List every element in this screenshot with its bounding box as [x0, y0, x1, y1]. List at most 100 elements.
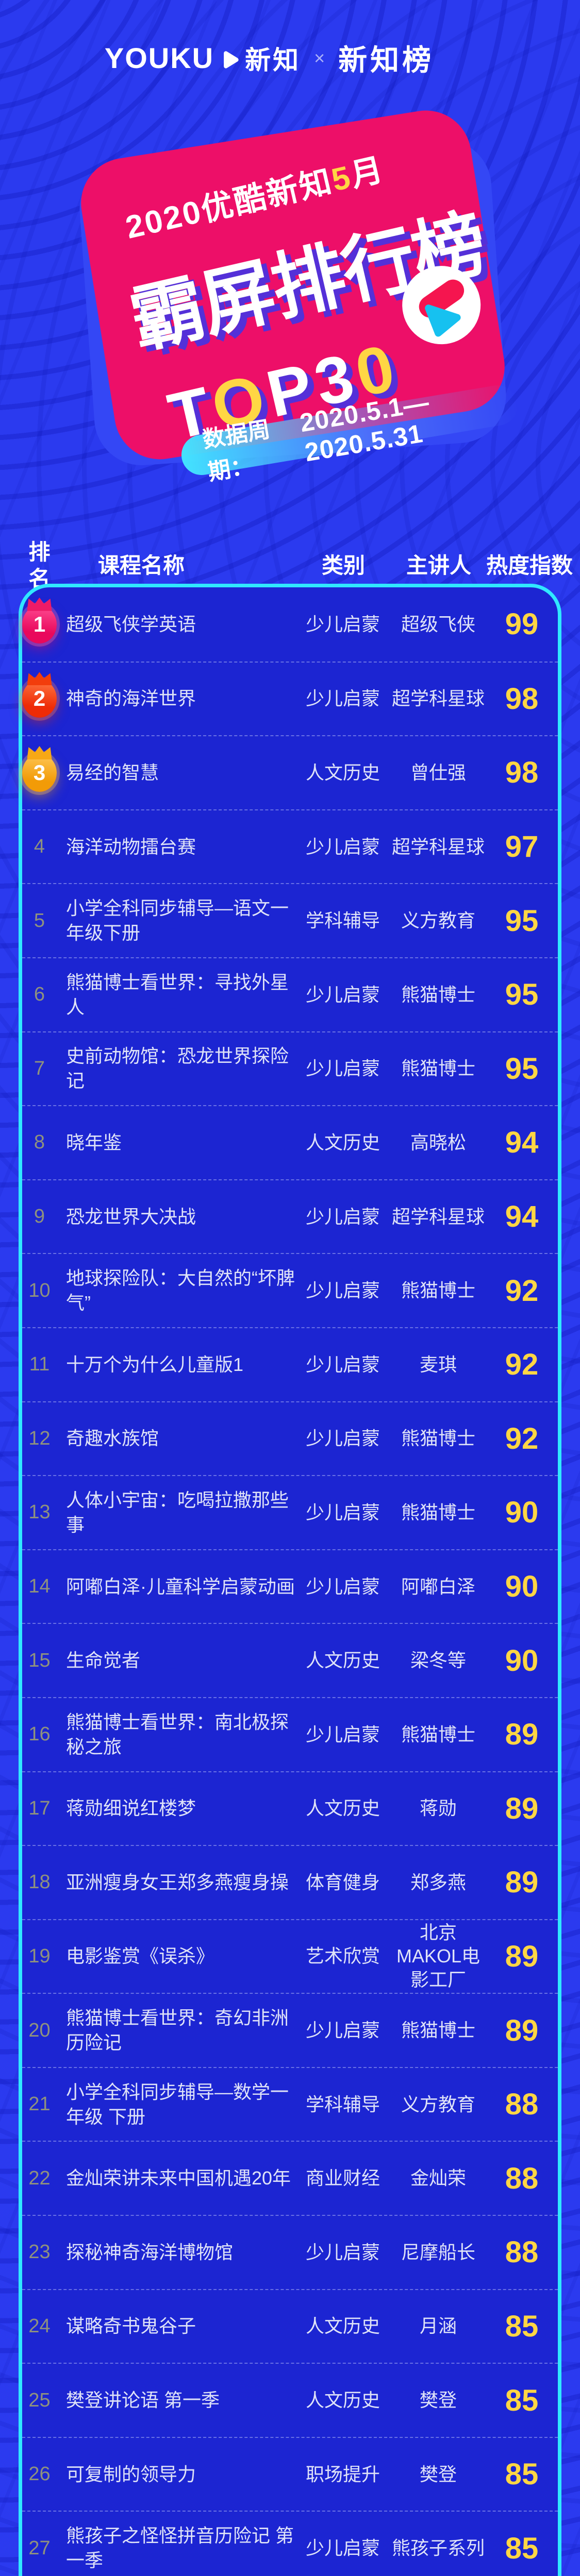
table-row: 20 熊猫博士看世界：奇幻非洲历险记 少儿启蒙 熊猫博士 89	[22, 1993, 558, 2067]
rank-number: 20	[28, 2019, 51, 2041]
course-category: 少儿启蒙	[305, 613, 380, 635]
course-category: 人文历史	[305, 2315, 380, 2337]
course-title: 电影鉴赏《误杀》	[66, 1945, 215, 1967]
table-row: 16 熊猫博士看世界：南北极探秘之旅 少儿启蒙 熊猫博士 89	[22, 1697, 558, 1771]
rank-cell: 15	[22, 1650, 57, 1672]
course-speaker: 月涵	[419, 2315, 457, 2337]
course-category: 少儿启蒙	[305, 688, 380, 709]
brand-bar: YOUKU 新知 × 新知榜	[0, 37, 559, 79]
course-title: 人体小宇宙：吃喝拉撒那些事	[66, 1489, 289, 1535]
rank-number: 21	[28, 2093, 51, 2115]
rank-cell: 12	[22, 1428, 57, 1450]
course-category: 体育健身	[305, 1871, 380, 1893]
course-title: 神奇的海洋世界	[66, 688, 196, 709]
rank-number: 24	[28, 2315, 51, 2337]
table-row: 26 可复制的领导力 职场提升 樊登 85	[22, 2436, 558, 2511]
course-title: 易经的智慧	[66, 761, 159, 783]
course-title: 亚洲瘦身女王郑多燕瘦身操	[66, 1871, 289, 1893]
table-row: 27 熊孩子之怪怪拼音历险记 第一季 少儿启蒙 熊孩子系列 85	[22, 2511, 558, 2576]
table-row: 12 奇趣水族馆 少儿启蒙 熊猫博士 92	[22, 1401, 558, 1476]
course-category: 少儿启蒙	[305, 1575, 380, 1597]
rank-number: 3	[33, 760, 46, 785]
course-title: 十万个为什么儿童版1	[66, 1353, 244, 1375]
rank-cell: 25	[22, 2389, 57, 2412]
rank-number: 5	[34, 909, 45, 931]
table-row: 13 人体小宇宙：吃喝拉撒那些事 少儿启蒙 熊猫博士 90	[22, 1475, 558, 1549]
rank-cell: 11	[22, 1353, 57, 1376]
table-row: 10 地球探险队：大自然的“坏脾气” 少儿启蒙 熊猫博士 92	[22, 1253, 558, 1327]
course-title: 地球探险队：大自然的“坏脾气”	[66, 1267, 295, 1314]
course-title: 可复制的领导力	[66, 2463, 196, 2485]
rank-cell: 19	[22, 1945, 57, 1968]
rank-medal-icon: 3	[22, 753, 57, 792]
youku-play-icon	[220, 50, 240, 70]
table-row: 6 熊猫博士看世界：寻找外星人 少儿启蒙 熊猫博士 95	[22, 957, 558, 1031]
heat-index-value: 90	[505, 1496, 539, 1530]
table-row: 21 小学全科同步辅导—数学一年级 下册 学科辅导 义方教育 88	[22, 2066, 558, 2141]
rank-number: 12	[28, 1427, 51, 1449]
heat-index-value: 90	[505, 1643, 539, 1677]
rank-number: 26	[28, 2463, 51, 2485]
rank-number: 7	[34, 1057, 45, 1079]
hero-card-content: 2020优酷新知5月 霸屏排行榜 TOP30	[67, 93, 519, 478]
table-row: 11 十万个为什么儿童版1 少儿启蒙 麦琪 92	[22, 1327, 558, 1401]
course-category: 人文历史	[305, 2389, 380, 2411]
course-title: 海洋动物擂台赛	[66, 836, 196, 857]
rank-number: 22	[28, 2167, 51, 2189]
xinzhi-logo: 新知	[245, 45, 301, 75]
course-category: 少儿启蒙	[305, 836, 380, 857]
heat-index-value: 85	[505, 2309, 539, 2343]
course-category: 人文历史	[305, 761, 380, 783]
heat-index-value: 88	[505, 2161, 539, 2195]
course-title: 熊孩子之怪怪拼音历险记 第一季	[66, 2525, 294, 2571]
course-speaker: 高晓松	[410, 1131, 466, 1153]
course-speaker: 麦琪	[419, 1353, 457, 1375]
course-speaker: 熊孩子系列	[391, 2537, 485, 2559]
course-category: 艺术欣赏	[305, 1945, 380, 1967]
heat-index-value: 85	[505, 2531, 539, 2565]
course-category: 少儿启蒙	[305, 1206, 380, 1227]
rank-number: 8	[34, 1131, 45, 1154]
course-title: 熊猫博士看世界：南北极探秘之旅	[66, 1711, 289, 1757]
course-category: 少儿启蒙	[305, 2537, 380, 2559]
rank-number: 10	[28, 1279, 51, 1301]
table-row: 5 小学全科同步辅导—语文一年级下册 学科辅导 义方教育 95	[22, 883, 558, 957]
course-speaker: 超学科星球	[391, 1206, 485, 1227]
course-title: 金灿荣讲未来中国机遇20年	[66, 2167, 291, 2189]
table-row: 23 探秘神奇海洋博物馆 少儿启蒙 尼摩船长 88	[22, 2215, 558, 2289]
table-row: 15 生命觉者 人文历史 梁冬等 90	[22, 1623, 558, 1697]
heat-index-value: 92	[505, 1274, 539, 1308]
youku-logo: YOUKU	[104, 42, 214, 74]
course-category: 少儿启蒙	[305, 1280, 380, 1301]
rank-cell: 16	[22, 1723, 57, 1745]
course-speaker: 樊登	[419, 2389, 457, 2411]
course-speaker: 曾仕强	[410, 761, 466, 783]
course-title: 探秘神奇海洋博物馆	[66, 2241, 234, 2263]
rank-number: 25	[28, 2389, 51, 2411]
course-category: 少儿启蒙	[305, 984, 380, 1005]
heat-index-value: 88	[505, 2235, 539, 2269]
course-speaker: 北京MAKOL电影工厂	[396, 1922, 480, 1991]
course-speaker: 熊猫博士	[401, 1501, 475, 1523]
heat-index-value: 98	[505, 682, 539, 716]
course-speaker: 熊猫博士	[401, 984, 475, 1005]
rank-cell: 14	[22, 1575, 57, 1598]
rank-number: 6	[34, 984, 45, 1006]
course-category: 少儿启蒙	[305, 2241, 380, 2263]
rank-medal-icon: 2	[22, 680, 57, 718]
header-course-name: 课程名称	[98, 553, 185, 578]
rank-number: 9	[34, 1206, 45, 1228]
course-speaker: 熊猫博士	[401, 1280, 475, 1301]
course-title: 阿嘟白泽·儿童科学启蒙动画	[66, 1575, 295, 1597]
header-category: 类别	[321, 553, 365, 578]
course-category: 人文历史	[305, 1131, 380, 1153]
course-category: 少儿启蒙	[305, 2020, 380, 2041]
heat-index-value: 90	[505, 1570, 539, 1604]
rank-cell: 6	[22, 984, 57, 1006]
course-speaker: 郑多燕	[410, 1871, 466, 1893]
table-row: 24 谋略奇书鬼谷子 人文历史 月涵 85	[22, 2289, 558, 2363]
rank-cell: 21	[22, 2093, 57, 2115]
rank-cell: 2	[22, 680, 57, 718]
course-title: 小学全科同步辅导—数学一年级 下册	[66, 2081, 289, 2127]
rank-number: 2	[33, 686, 46, 711]
